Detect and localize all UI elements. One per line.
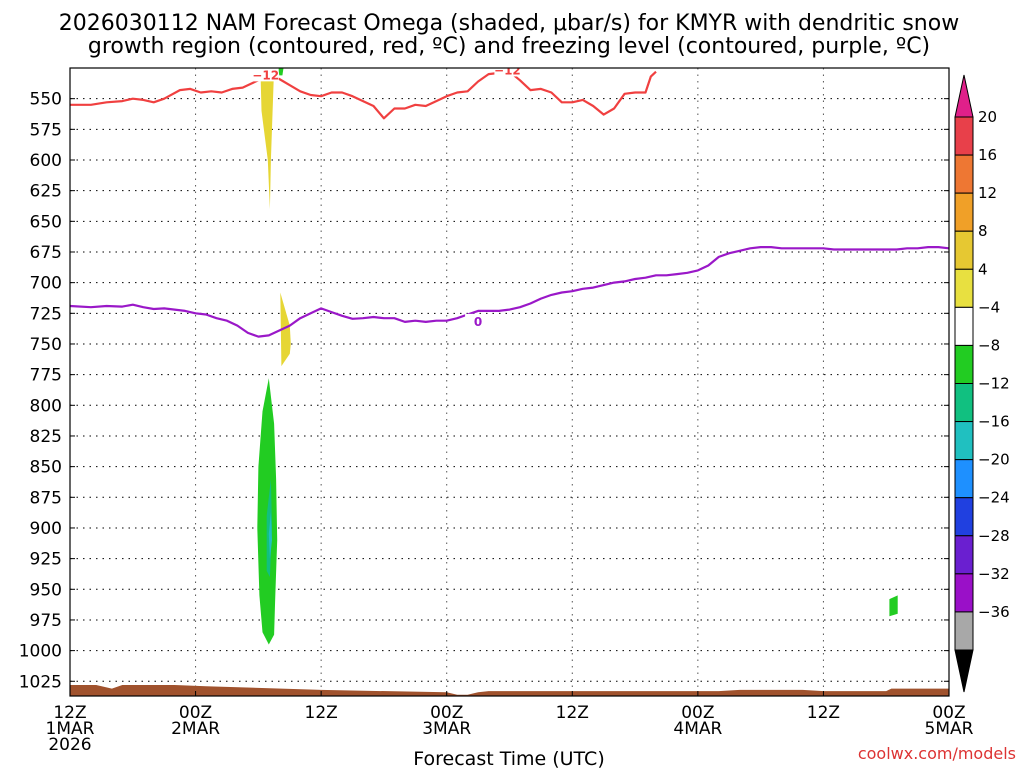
- colorbar-label: −36: [978, 603, 1010, 621]
- y-tick-label: 675: [30, 243, 62, 263]
- freezing-level-contour: [70, 246, 949, 338]
- x-tick-label: 2MAR: [171, 719, 220, 739]
- colorbar-top-arrow: [954, 74, 974, 118]
- colorbar-swatch: [954, 306, 974, 346]
- x-tick-label: 12Z: [807, 703, 840, 723]
- omega-minus12-core: [268, 512, 272, 559]
- colorbar-label: −16: [978, 413, 1010, 431]
- omega-plus4-upper: [260, 68, 275, 210]
- colorbar-label: −28: [978, 527, 1010, 545]
- x-tick-label: 00Z: [179, 703, 212, 723]
- colorbar-label: 12: [978, 184, 997, 202]
- y-tick-label: 650: [30, 212, 62, 232]
- colorbar-label: 16: [978, 146, 997, 164]
- x-tick-label: 5MAR: [925, 719, 974, 739]
- y-tick-label: 900: [30, 519, 62, 539]
- y-tick-label: 850: [30, 458, 62, 478]
- terrain-polygon: [70, 685, 949, 696]
- y-tick-label: 550: [30, 90, 62, 110]
- colorbar-label: 20: [978, 108, 997, 126]
- y-tick-label: 750: [30, 335, 62, 355]
- x-tick-label: 12Z: [305, 703, 338, 723]
- dendritic-label-left-bg: [252, 68, 279, 82]
- colorbar-swatch: [954, 497, 974, 537]
- colorbar-swatch: [954, 116, 974, 156]
- colorbar-swatch: [954, 383, 974, 423]
- colorbar-label: −32: [978, 565, 1010, 583]
- gridlines: [70, 68, 949, 696]
- colorbar-swatch: [954, 192, 974, 232]
- terrain-fill: [70, 685, 949, 696]
- colorbar-label: −8: [978, 336, 1000, 354]
- y-tick-label: 775: [30, 366, 62, 386]
- colorbar-label: −4: [978, 298, 1000, 316]
- dendritic-label-mid: −12: [494, 63, 521, 77]
- freezing-label-bg: [465, 313, 492, 328]
- colorbar-swatch: [954, 611, 974, 651]
- x-tick-label: 12Z: [53, 703, 86, 723]
- y-tick-label: 825: [30, 427, 62, 447]
- y-tick-label: 725: [30, 304, 62, 324]
- dendritic-label-mid-bg: [494, 68, 521, 77]
- colorbar-swatch: [954, 344, 974, 384]
- y-axis: 550 575 600 625 650 675 700 725 750 775 800 825 850 8…: [19, 90, 949, 692]
- colorbar-swatch: [954, 230, 974, 270]
- x-tick-label: 00Z: [430, 703, 463, 723]
- y-tick-label: 625: [30, 182, 62, 202]
- colorbar: 20 16 12 8 4 −4 −8 −12 −16 −20 −24 −28 −32 −36: [954, 74, 1010, 693]
- credit-text: coolwx.com/models: [858, 744, 1016, 763]
- y-tick-label: 600: [30, 151, 62, 171]
- colorbar-swatch: [954, 421, 974, 461]
- y-tick-label: 1000: [19, 642, 62, 662]
- colorbar-swatch: [954, 459, 974, 499]
- y-tick-label: 1025: [19, 672, 62, 692]
- x-tick-label: 3MAR: [422, 719, 471, 739]
- colorbar-label: 4: [978, 260, 988, 278]
- plot-frame: [69, 67, 950, 697]
- omega-shading: [257, 68, 898, 645]
- colorbar-swatch: [954, 573, 974, 613]
- omega-minus4-right: [889, 595, 898, 617]
- chart-title-line2: growth region (contoured, red, ºC) and f…: [88, 34, 930, 59]
- y-tick-label: 975: [30, 611, 62, 631]
- colorbar-label: −24: [978, 489, 1010, 507]
- y-tick-label: 575: [30, 120, 62, 140]
- contour-lines: −12 −12 0: [70, 63, 949, 338]
- colorbar-bottom-arrow: [954, 649, 974, 693]
- dendritic-minus12-contour: [70, 70, 657, 120]
- colorbar-swatch: [954, 535, 974, 575]
- dendritic-label-left: −12: [252, 68, 279, 82]
- colorbar-label: 8: [978, 222, 988, 240]
- colorbar-label: −12: [978, 375, 1010, 393]
- x-tick-label: 1MAR: [46, 719, 95, 739]
- omega-minus8-core: [266, 478, 272, 577]
- x-tick-label: 2026: [48, 735, 91, 755]
- y-tick-label: 875: [30, 488, 62, 508]
- x-axis-label: Forecast Time (UTC): [413, 748, 604, 768]
- x-tick-label: 4MAR: [673, 719, 722, 739]
- y-tick-label: 700: [30, 274, 62, 294]
- colorbar-swatch: [954, 154, 974, 194]
- y-tick-label: 950: [30, 580, 62, 600]
- omega-plus4-lower: [280, 292, 291, 367]
- colorbar-label: −20: [978, 451, 1010, 469]
- x-tick-label: 12Z: [556, 703, 589, 723]
- omega-minus8-upper-speck: [278, 68, 284, 76]
- y-tick-label: 800: [30, 396, 62, 416]
- y-tick-label: 925: [30, 550, 62, 570]
- chart-title-line1: 2026030112 NAM Forecast Omega (shaded, μ…: [59, 11, 959, 36]
- freezing-label: 0: [474, 315, 482, 329]
- x-tick-label: 00Z: [681, 703, 714, 723]
- x-tick-label: 00Z: [932, 703, 965, 723]
- colorbar-swatch: [954, 268, 974, 308]
